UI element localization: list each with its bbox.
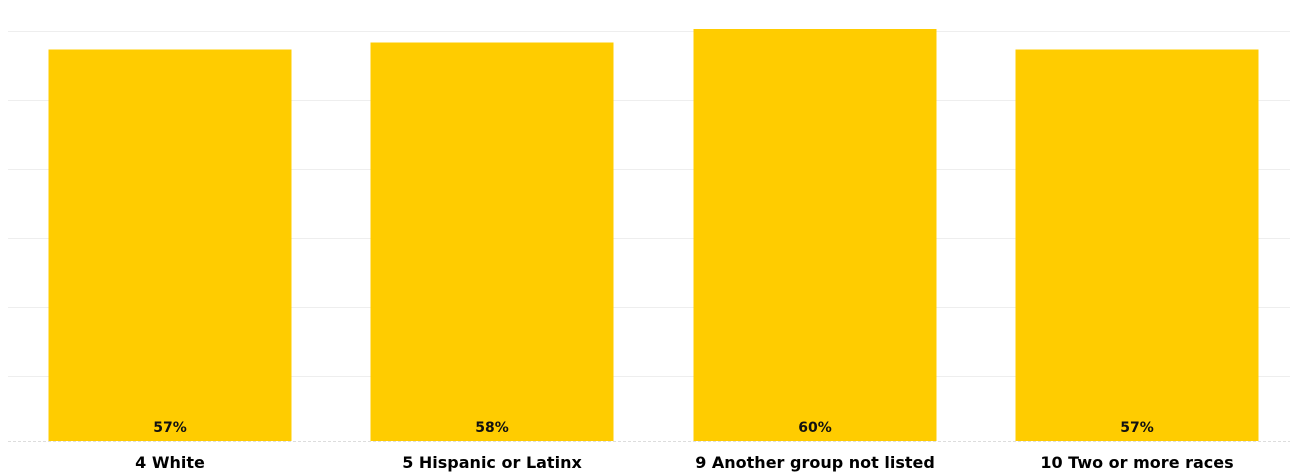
bar-3 (1015, 49, 1259, 441)
x-axis-ticks: 4 White 5 Hispanic or Latinx 9 Another gro… (135, 453, 1234, 472)
bar-2 (693, 29, 937, 441)
bar-1 (370, 42, 614, 441)
bar-0 (48, 49, 292, 441)
data-label-1: 58% (475, 420, 509, 436)
data-label-2: 60% (798, 420, 832, 436)
data-labels: 57% 58% 60% 57% (153, 420, 1154, 436)
x-tick-label-2: 9 Another group not listed (695, 453, 935, 472)
data-label-0: 57% (153, 420, 187, 436)
x-tick-label-0: 4 White (135, 453, 205, 472)
bars (48, 29, 1259, 441)
data-label-3: 57% (1120, 420, 1154, 436)
x-tick-label-1: 5 Hispanic or Latinx (402, 453, 582, 472)
x-tick-label-3: 10 Two or more races (1040, 453, 1233, 472)
